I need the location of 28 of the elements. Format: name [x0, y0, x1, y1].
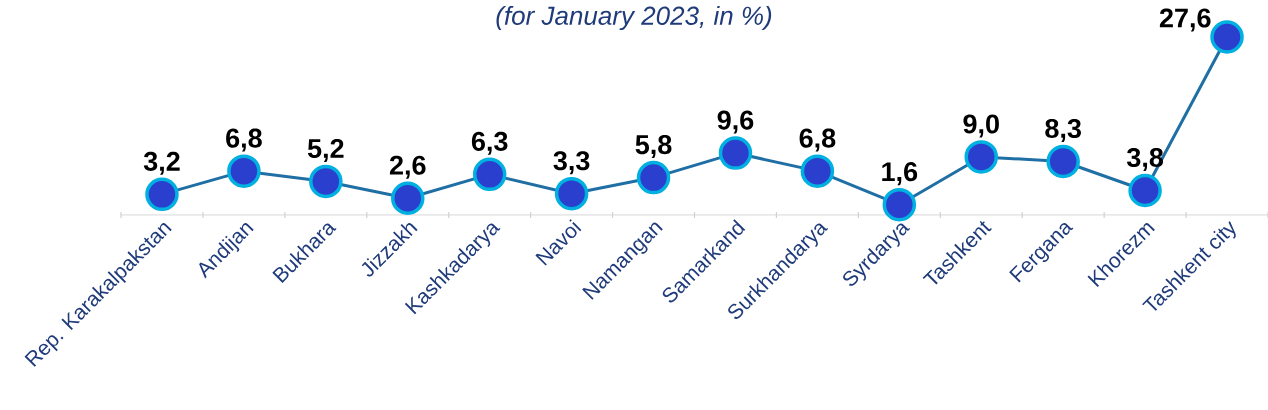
- data-label: 3,3: [553, 151, 590, 175]
- data-label: 6,8: [799, 128, 836, 152]
- data-label: 2,6: [389, 155, 426, 179]
- data-label: 9,0: [963, 114, 999, 138]
- data-label: 8,3: [1045, 118, 1081, 142]
- data-label: 6,3: [471, 131, 508, 155]
- data-label: 5,8: [635, 135, 672, 159]
- point: [882, 187, 917, 222]
- point: [227, 154, 261, 188]
- data-label: 9,6: [717, 110, 754, 134]
- chart-title: (for January 2023, in %): [496, 5, 772, 31]
- point: [1128, 173, 1162, 208]
- point: [1046, 144, 1080, 179]
- point: [472, 157, 507, 192]
- point: [1210, 20, 1244, 54]
- point: [964, 140, 998, 174]
- point: [554, 176, 589, 211]
- data-label: 3,2: [143, 151, 180, 175]
- point: [718, 136, 753, 170]
- data-label: 27,6: [1159, 8, 1211, 32]
- data-label: 5,2: [307, 138, 344, 162]
- point: [636, 160, 671, 195]
- point: [145, 177, 179, 212]
- data-label: 1,6: [882, 162, 918, 186]
- data-label: 6,8: [226, 128, 262, 152]
- point: [309, 164, 343, 199]
- point: [800, 154, 835, 188]
- point: [391, 181, 425, 215]
